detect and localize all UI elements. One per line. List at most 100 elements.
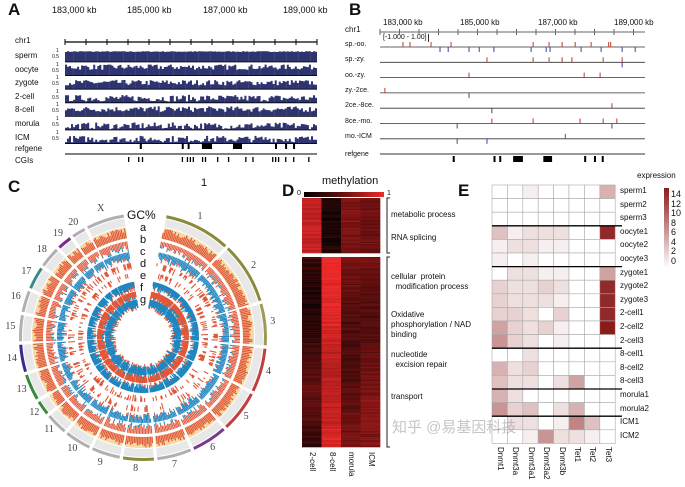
c-tick-label-band <box>219 389 250 426</box>
d-heatmap-cell <box>360 296 381 298</box>
c-chrom-label: X <box>97 203 105 215</box>
d-heatmap-cell <box>302 259 322 261</box>
e-heatmap-cell <box>584 361 601 376</box>
e-heatmap-cell <box>599 293 616 308</box>
e-heatmap-cell <box>584 375 601 390</box>
d-heatmap-cell <box>360 283 381 286</box>
d-heatmap-cell <box>341 225 361 227</box>
d-heatmap-cell <box>341 377 361 380</box>
d-heatmap-cell <box>360 371 381 373</box>
d-heatmap-cell <box>302 227 322 230</box>
c-chrom-band-7 <box>157 448 192 461</box>
c-blue-track-bars <box>155 360 201 418</box>
d-heatmap-cell <box>302 330 322 333</box>
c-chrom-band-15 <box>18 314 24 342</box>
c-chrom-label: 17 <box>21 266 32 278</box>
d-heatmap-cell <box>302 249 322 252</box>
d-heatmap-cell <box>360 442 381 444</box>
d-heatmap-cell <box>341 317 361 319</box>
d-heatmap-cell <box>321 341 342 344</box>
d-heatmap-cell <box>360 248 381 250</box>
b-row-label: sp.-oo. <box>345 41 367 48</box>
a-tracks <box>64 39 318 162</box>
d-heatmap-cell <box>360 221 381 223</box>
d-heatmap-cell <box>321 420 342 422</box>
d-heatmap-cell <box>302 314 322 316</box>
d-heatmap-cell <box>302 306 322 308</box>
c-chrom-band-6 <box>193 428 225 450</box>
d-heatmap-cell <box>360 282 381 285</box>
d-heatmap-cell <box>360 299 381 301</box>
d-heatmap-cell <box>321 435 342 438</box>
d-heatmap-cell <box>321 293 342 296</box>
d-heatmap-cell <box>360 303 381 306</box>
d-heatmap-cell <box>321 393 342 395</box>
e-heatmap-cell <box>522 361 539 376</box>
d-heatmap-cell <box>360 273 381 276</box>
d-heatmap-cell <box>360 199 381 201</box>
d-heatmap-cell <box>302 205 322 208</box>
d-heatmap-cell <box>302 419 322 421</box>
d-heatmap-cell <box>302 276 322 278</box>
d-heatmap-cell <box>360 363 381 365</box>
d-heatmap-cell <box>302 421 322 423</box>
d-heatmap-cell <box>321 232 342 234</box>
d-heatmap-cell <box>341 276 361 278</box>
d-heatmap-cell <box>360 204 381 206</box>
d-heatmap-cell <box>302 402 322 404</box>
d-heatmap-cell <box>321 221 342 223</box>
d-heatmap-cell <box>341 200 361 202</box>
e-heatmap-cell <box>522 211 539 227</box>
d-heatmap-cell <box>360 236 381 238</box>
d-heatmap-cell <box>360 386 381 389</box>
d-heatmap-cell <box>321 201 342 203</box>
c-gc-bars <box>39 368 58 392</box>
d-heatmap-cell <box>360 406 381 409</box>
e-heatmap-cell <box>584 293 601 308</box>
d-heatmap-cell <box>341 388 361 391</box>
e-heatmap-cell <box>537 293 554 308</box>
d-heatmap-cell <box>302 385 322 387</box>
d-heatmap-cell <box>321 222 342 224</box>
e-heatmap-cell <box>599 266 616 281</box>
d-heatmap-cell <box>360 274 381 277</box>
d-heatmap-cell <box>341 242 361 244</box>
e-heatmap-cell <box>553 266 570 281</box>
d-heatmap-cell <box>341 247 361 249</box>
c-circos <box>18 214 267 461</box>
c-blue-track-bars <box>85 361 130 419</box>
d-heatmap-cell <box>321 426 342 429</box>
e-heatmap-cell <box>599 320 616 335</box>
d-heatmap-cell <box>321 428 342 430</box>
d-heatmap-cell <box>302 200 322 202</box>
d-heatmap-cell <box>302 406 322 409</box>
d-heatmap-cell <box>341 268 361 270</box>
d-heatmap-cell <box>321 205 342 208</box>
d-heatmap-cell <box>360 212 381 214</box>
d-heatmap-cell <box>341 215 361 217</box>
d-heatmap-cell <box>360 301 381 304</box>
d-heatmap-cell <box>360 203 381 205</box>
d-heatmap-cell <box>341 417 361 420</box>
d-heatmap-cell <box>302 368 322 371</box>
d-heatmap-cell <box>341 249 361 252</box>
d-heatmap-cell <box>341 331 361 334</box>
e-heatmap-cell <box>491 279 508 295</box>
d-heatmap-cell <box>341 318 361 320</box>
d-heatmap-cell <box>360 416 381 419</box>
e-heatmap-cell <box>507 198 524 213</box>
d-heatmap-cell <box>321 438 342 440</box>
d-heatmap-cell <box>360 318 381 320</box>
b-row-label: sp.-zy. <box>345 56 366 64</box>
d-heatmap-cell <box>321 300 342 303</box>
d-heatmap-cell <box>302 210 322 212</box>
e-heatmap-cell <box>537 429 554 444</box>
d-heatmap-cell <box>321 263 342 266</box>
e-heatmap-cell <box>584 252 601 267</box>
d-heatmap-cell <box>321 338 342 341</box>
e-colorbar <box>664 188 669 268</box>
d-heatmap-cell <box>341 270 361 272</box>
d-heatmap-cell <box>341 439 361 441</box>
d-heatmap-cell <box>360 213 381 215</box>
d-heatmap-cell <box>302 379 322 382</box>
